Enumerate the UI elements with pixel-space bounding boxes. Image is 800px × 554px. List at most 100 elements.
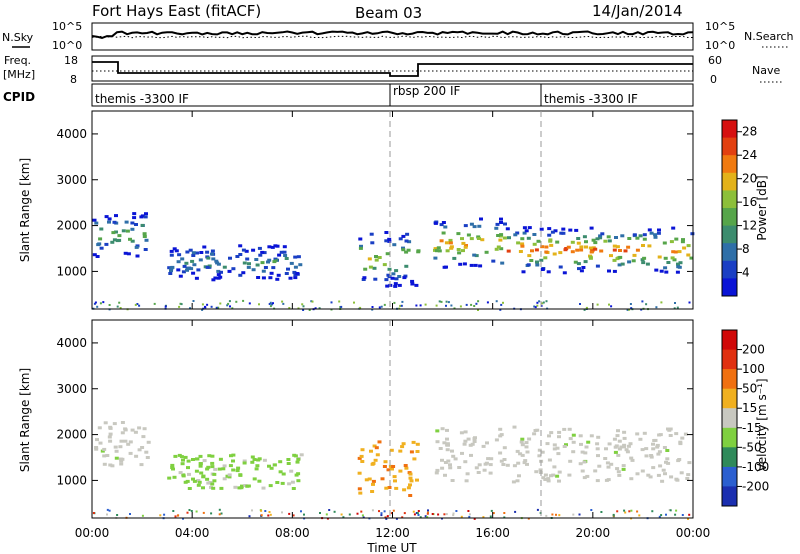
range-cell	[260, 250, 265, 254]
range-cell	[387, 486, 392, 489]
ground-scatter-cell	[688, 513, 691, 516]
range-cell	[683, 432, 688, 436]
colorbar-swatch	[722, 427, 737, 448]
range-cell	[268, 484, 273, 488]
range-cell	[212, 472, 217, 476]
ground-scatter-cell	[467, 510, 470, 512]
range-cell	[238, 253, 243, 256]
range-cell	[262, 458, 267, 462]
range-cell	[435, 429, 440, 433]
ground-scatter-cell	[189, 307, 191, 310]
range-cell	[502, 236, 507, 240]
range-cell	[384, 239, 389, 243]
range-cell	[371, 482, 375, 486]
ground-scatter-cell	[326, 517, 329, 520]
x-axis-label: Time UT	[366, 541, 417, 554]
range-cell	[107, 217, 112, 221]
ground-scatter-cell	[412, 510, 415, 513]
range-cell	[527, 254, 532, 258]
range-cell	[505, 463, 510, 467]
range-cell	[558, 265, 563, 269]
colorbar-tick-label: 200	[742, 343, 765, 357]
range-cell	[382, 465, 387, 468]
range-cell	[362, 276, 367, 280]
range-cell	[296, 457, 301, 461]
range-cell	[205, 467, 210, 471]
range-cell	[660, 479, 665, 483]
ground-scatter-cell	[159, 514, 162, 517]
range-cell	[689, 256, 694, 260]
range-cell	[612, 244, 617, 248]
range-cell	[589, 434, 594, 438]
range-cell	[408, 483, 412, 487]
colorbar-tick-label: 20	[742, 172, 757, 186]
range-cell	[201, 486, 205, 490]
ground-scatter-cell	[340, 513, 343, 516]
range-cell	[391, 465, 396, 468]
ground-scatter-cell	[636, 510, 639, 513]
ground-scatter-cell	[477, 300, 480, 303]
ground-scatter-cell	[310, 300, 313, 303]
range-cell	[210, 249, 215, 253]
colorbar-swatch	[722, 243, 737, 262]
range-cell	[615, 467, 620, 471]
range-cell	[686, 244, 691, 248]
range-cell	[469, 237, 474, 241]
range-cell	[469, 453, 473, 457]
range-cell	[549, 243, 554, 247]
range-cell	[357, 456, 362, 460]
range-cell	[476, 471, 481, 474]
ground-scatter-cell	[445, 304, 447, 307]
range-cell	[522, 231, 527, 235]
range-cell	[498, 238, 503, 242]
range-cell	[367, 477, 372, 481]
range-cell	[217, 467, 222, 471]
range-cell	[254, 258, 259, 261]
range-cell	[373, 458, 378, 462]
range-cell	[177, 253, 182, 257]
range-cell	[242, 261, 247, 265]
ground-scatter-cell	[651, 510, 654, 513]
range-cell	[102, 462, 107, 466]
range-cell	[387, 239, 392, 243]
range-cell	[615, 434, 620, 438]
ground-scatter-cell	[108, 304, 111, 306]
range-cell	[579, 269, 584, 273]
range-cell	[236, 466, 241, 470]
date-title: 14/Jan/2014	[592, 2, 683, 20]
range-cell	[401, 442, 406, 446]
range-cell	[415, 478, 419, 482]
range-cell	[113, 445, 118, 449]
range-cell	[595, 479, 600, 483]
range-cell	[443, 473, 447, 477]
range-cell	[635, 236, 640, 240]
ground-scatter-cell	[206, 303, 209, 306]
ground-scatter-cell	[204, 305, 206, 308]
ground-scatter-cell	[630, 509, 633, 512]
range-cell	[130, 239, 135, 243]
range-cell	[629, 477, 634, 481]
range-cell	[191, 271, 196, 275]
ground-scatter-cell	[503, 512, 506, 514]
range-cell	[448, 238, 453, 242]
range-cell	[359, 244, 363, 248]
range-cell	[179, 455, 184, 459]
ground-scatter-cell	[94, 301, 97, 304]
ground-scatter-cell	[400, 304, 403, 307]
range-cell	[547, 458, 552, 462]
colorbar-swatch	[722, 466, 737, 487]
range-cell	[216, 269, 221, 273]
range-cell	[98, 441, 103, 445]
range-cell	[674, 432, 679, 436]
ground-scatter-cell	[572, 513, 575, 516]
range-cell	[532, 233, 537, 236]
range-cell	[543, 473, 548, 477]
range-cell	[142, 427, 147, 431]
range-cell	[231, 468, 236, 472]
range-cell	[267, 245, 272, 249]
ground-scatter-cell	[590, 509, 593, 511]
range-cell	[278, 470, 283, 474]
range-cell	[518, 452, 523, 456]
ground-scatter-cell	[192, 300, 195, 302]
range-cell	[218, 457, 223, 461]
